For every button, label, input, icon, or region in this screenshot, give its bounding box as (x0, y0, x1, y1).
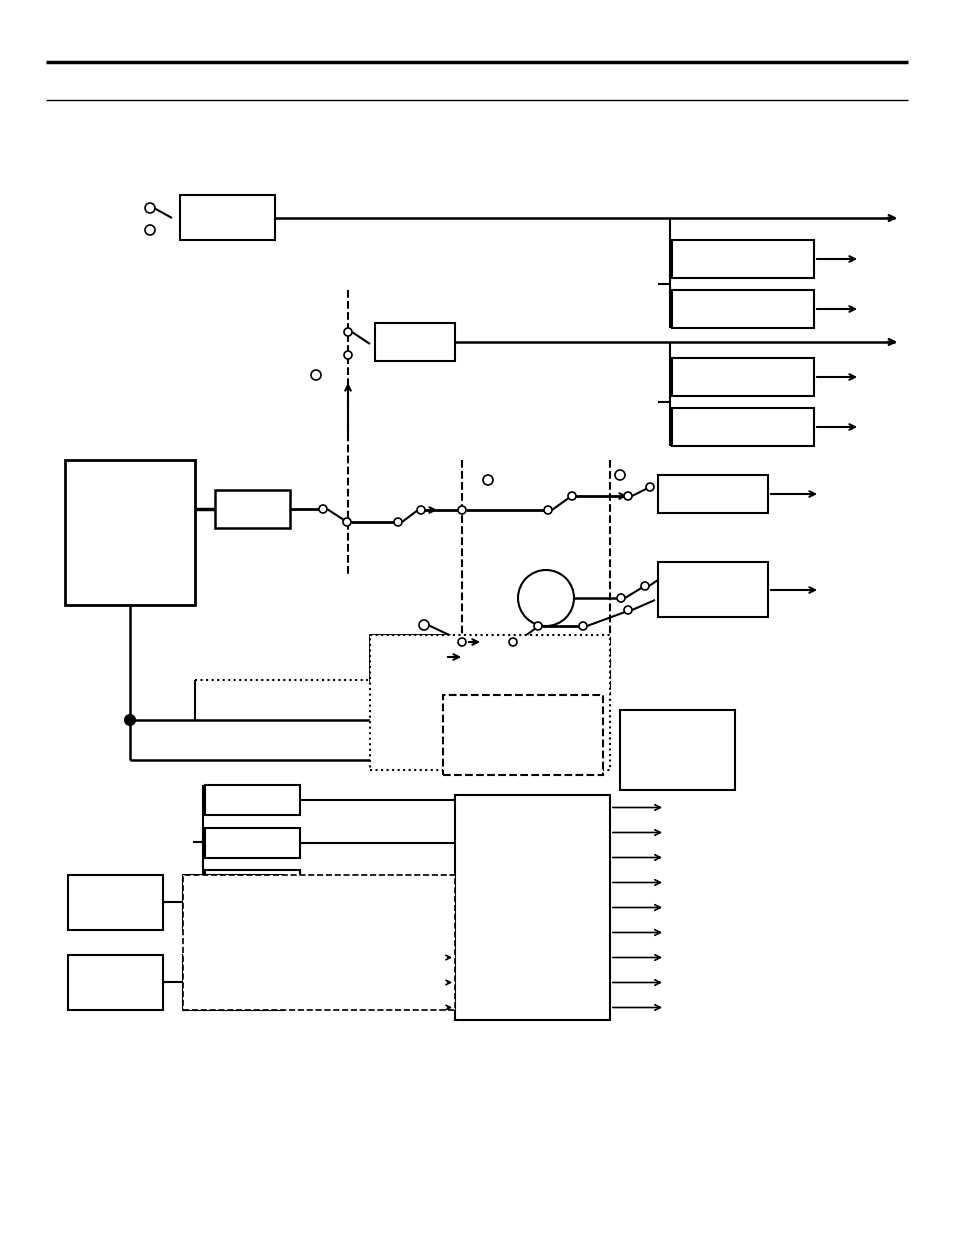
Bar (455, 795, 609, 1020)
Bar (658, 562, 767, 618)
Circle shape (623, 606, 631, 614)
Bar (671, 240, 813, 278)
Circle shape (509, 638, 517, 646)
Bar (68, 955, 163, 1010)
Bar (671, 290, 813, 329)
Bar (658, 475, 767, 513)
Bar (375, 324, 455, 361)
Circle shape (645, 483, 654, 492)
Circle shape (457, 506, 465, 514)
Bar (183, 876, 455, 1010)
Bar (205, 785, 299, 815)
Circle shape (457, 638, 465, 646)
Bar (370, 635, 444, 680)
Circle shape (344, 351, 352, 359)
Circle shape (534, 622, 541, 630)
Circle shape (543, 506, 552, 514)
Circle shape (640, 582, 648, 590)
Bar (619, 710, 734, 790)
Bar (671, 408, 813, 446)
Bar (183, 955, 283, 1010)
Circle shape (416, 506, 424, 514)
Bar (65, 459, 194, 605)
Circle shape (343, 517, 351, 526)
Circle shape (344, 329, 352, 336)
Bar (214, 490, 290, 529)
Circle shape (418, 620, 429, 630)
Bar (205, 869, 299, 900)
Bar (442, 695, 602, 776)
Bar (180, 195, 274, 240)
Circle shape (145, 203, 154, 212)
Circle shape (482, 475, 493, 485)
Circle shape (617, 594, 624, 601)
Circle shape (394, 517, 401, 526)
Circle shape (517, 571, 574, 626)
Circle shape (567, 492, 576, 500)
Circle shape (615, 471, 624, 480)
Circle shape (125, 715, 135, 725)
Circle shape (578, 622, 586, 630)
Bar (370, 635, 609, 769)
Circle shape (145, 225, 154, 235)
Circle shape (623, 492, 631, 500)
Circle shape (311, 370, 320, 380)
Bar (205, 827, 299, 858)
Bar (671, 358, 813, 396)
Circle shape (318, 505, 327, 513)
Bar (68, 876, 163, 930)
Bar (183, 876, 283, 930)
